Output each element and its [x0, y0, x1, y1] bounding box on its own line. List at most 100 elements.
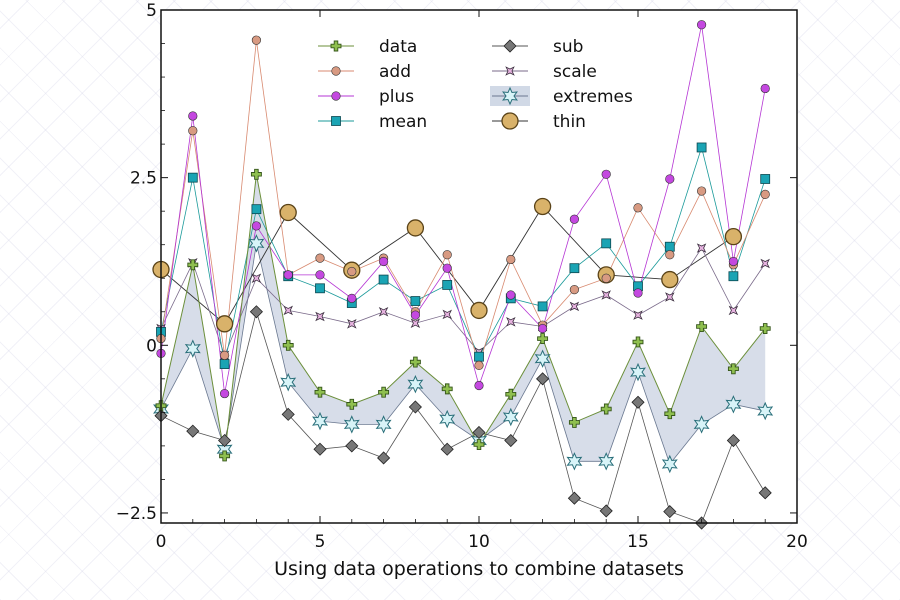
point-add-14	[601, 273, 611, 283]
point-data-10	[473, 439, 485, 450]
point-add-15	[633, 203, 643, 213]
point-thin-16	[661, 270, 679, 289]
point-mean-19	[760, 174, 771, 184]
point-plus-18	[728, 256, 739, 267]
point-scale-18	[728, 305, 739, 316]
point-plus-8	[410, 310, 421, 320]
legend-label-scale: scale	[553, 62, 597, 82]
point-extremes-17	[693, 415, 710, 434]
point-mean-8	[410, 296, 421, 306]
point-extremes-15	[630, 362, 646, 382]
point-data-17	[696, 321, 708, 332]
point-mean-10	[474, 351, 484, 362]
x-tick-label: 20	[786, 532, 808, 552]
legend-item-data: data	[318, 37, 417, 57]
point-add-13	[569, 285, 580, 295]
point-data-13	[568, 416, 580, 428]
point-add-5	[315, 253, 325, 263]
point-plus-5	[315, 270, 325, 280]
point-extremes-18	[725, 395, 742, 414]
point-data-19	[759, 323, 771, 334]
point-mean-12	[537, 301, 548, 312]
legend-label-data: data	[379, 37, 417, 57]
series-line-plus	[160, 24, 766, 394]
point-extremes-8	[407, 374, 424, 394]
point-add-11	[506, 254, 516, 265]
series-line-scale	[160, 247, 766, 357]
point-extremes-13	[566, 452, 583, 471]
point-plus-16	[665, 174, 675, 184]
point-extremes-3	[248, 234, 265, 253]
point-mean-9	[442, 280, 453, 290]
point-add-9	[442, 250, 452, 260]
point-data-15	[632, 336, 644, 348]
point-thin-4	[279, 203, 297, 222]
point-plus-3	[251, 221, 261, 231]
point-plus-15	[633, 288, 643, 298]
point-sub-4	[281, 407, 295, 421]
point-scale-5	[315, 311, 325, 322]
series-line-mean	[160, 146, 766, 365]
point-extremes-7	[375, 415, 392, 434]
point-thin-2	[215, 315, 234, 333]
y-tick-label: 0	[146, 336, 157, 356]
legend-marker-thin	[501, 112, 519, 130]
point-data-8	[409, 356, 421, 368]
point-add-17	[696, 186, 707, 196]
point-extremes-4	[280, 372, 297, 392]
legend-label-sub: sub	[553, 37, 583, 57]
legend-item-sub: sub	[492, 37, 583, 57]
legend-marker-mean	[331, 116, 341, 126]
point-mean-16	[664, 241, 675, 252]
legend-item-thin: thin	[492, 112, 586, 132]
point-plus-19	[760, 83, 770, 94]
series-line-sub	[160, 310, 766, 524]
point-scale-3	[251, 273, 262, 283]
point-add-19	[760, 189, 770, 200]
legend-marker-extremes	[502, 86, 518, 106]
point-scale-6	[347, 319, 357, 329]
point-add-16	[665, 250, 675, 260]
legend-marker-plus	[331, 91, 341, 101]
point-extremes-1	[184, 339, 201, 358]
point-sub-18	[726, 433, 740, 448]
y-tick-label: 2.5	[130, 169, 157, 189]
point-add-3	[251, 35, 261, 45]
point-mean-5	[315, 283, 325, 294]
point-scale-19	[760, 258, 770, 269]
point-scale-16	[665, 292, 675, 302]
legend-item-add: add	[318, 62, 411, 82]
point-plus-7	[379, 256, 389, 267]
legend-marker-sub	[503, 39, 517, 53]
point-data-1	[187, 259, 199, 271]
point-mean-13	[569, 263, 580, 274]
point-plus-12	[537, 323, 548, 334]
x-axis-title: Using data operations to combine dataset…	[274, 558, 684, 580]
point-plus-17	[696, 20, 707, 30]
point-extremes-11	[502, 407, 519, 427]
point-plus-4	[283, 270, 293, 280]
series-line-add	[160, 40, 766, 367]
point-data-3	[250, 168, 262, 180]
point-scale-14	[601, 290, 611, 300]
point-extremes-12	[534, 349, 551, 368]
legend-marker-scale	[505, 66, 515, 76]
point-data-14	[600, 403, 612, 415]
point-mean-1	[187, 172, 198, 183]
point-sub-7	[377, 451, 391, 465]
point-sub-19	[758, 486, 772, 500]
series-line-data	[160, 174, 766, 456]
point-add-10	[474, 360, 484, 371]
point-plus-14	[601, 169, 611, 179]
point-mean-18	[728, 271, 739, 282]
point-thin-10	[470, 301, 488, 320]
legend-marker-add	[331, 66, 341, 76]
point-scale-4	[283, 305, 293, 316]
point-sub-9	[440, 442, 454, 456]
point-plus-6	[347, 293, 357, 303]
point-thin-18	[724, 228, 743, 246]
point-mean-2	[219, 359, 230, 369]
point-mean-3	[251, 204, 262, 215]
point-add-2	[220, 350, 230, 360]
